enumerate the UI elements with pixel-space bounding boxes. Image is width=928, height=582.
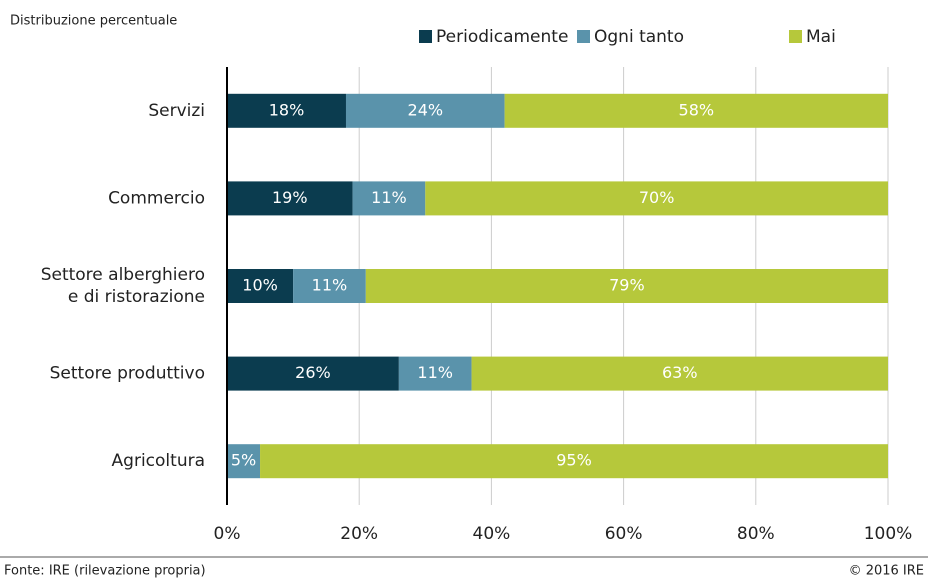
legend-swatch: [419, 30, 432, 43]
bar-segment: [227, 356, 399, 391]
x-tick-label: 60%: [605, 524, 643, 544]
bar-segment: [260, 444, 888, 479]
x-tick-label: 0%: [214, 524, 241, 544]
y-tick-label: e di ristorazione: [68, 287, 205, 307]
y-tick-label: Settore alberghiero: [41, 265, 205, 285]
source: Fonte: IRE (rilevazione propria): [4, 564, 206, 579]
bar-segment: [293, 269, 366, 303]
y-tick-label: Commercio: [108, 188, 205, 208]
bar-segment: [504, 93, 888, 128]
value-label: 63%: [662, 363, 698, 382]
value-label: 5%: [231, 451, 256, 470]
legend-label: Ogni tanto: [594, 27, 684, 47]
bar-segment: [398, 356, 472, 391]
value-label: 24%: [408, 100, 444, 119]
bar-segment: [425, 181, 888, 216]
value-label: 11%: [371, 188, 407, 207]
y-tick-label: Agricoltura: [112, 451, 205, 471]
bar-segment: [227, 444, 261, 479]
legend-label: Periodicamente: [436, 27, 568, 47]
value-label: 18%: [269, 100, 305, 119]
value-label: 19%: [272, 188, 308, 207]
legend-label: Mai: [806, 27, 836, 47]
x-tick-label: 20%: [340, 524, 378, 544]
bar-segment: [471, 356, 888, 391]
value-label: 95%: [556, 451, 592, 470]
bar-segment: [227, 181, 353, 216]
subtitle: Distribuzione percentuale: [10, 14, 177, 29]
bar-segment: [345, 93, 505, 128]
x-tick-label: 100%: [864, 524, 913, 544]
legend-swatch: [577, 30, 590, 43]
bar-segment: [365, 269, 888, 303]
bar-segment: [352, 181, 426, 216]
copyright: © 2016 IRE: [849, 564, 924, 579]
legend-swatch: [789, 30, 802, 43]
value-label: 79%: [609, 276, 645, 295]
bar-segment: [227, 93, 346, 128]
value-label: 26%: [295, 363, 331, 382]
y-tick-label: Settore produttivo: [50, 364, 205, 384]
x-tick-label: 80%: [737, 524, 775, 544]
value-label: 58%: [679, 100, 715, 119]
x-tick-label: 40%: [473, 524, 511, 544]
value-label: 11%: [417, 363, 453, 382]
y-tick-label: Servizi: [148, 101, 205, 121]
value-label: 10%: [242, 276, 278, 295]
value-label: 70%: [639, 188, 675, 207]
bar-segment: [227, 269, 294, 303]
value-label: 11%: [312, 276, 348, 295]
